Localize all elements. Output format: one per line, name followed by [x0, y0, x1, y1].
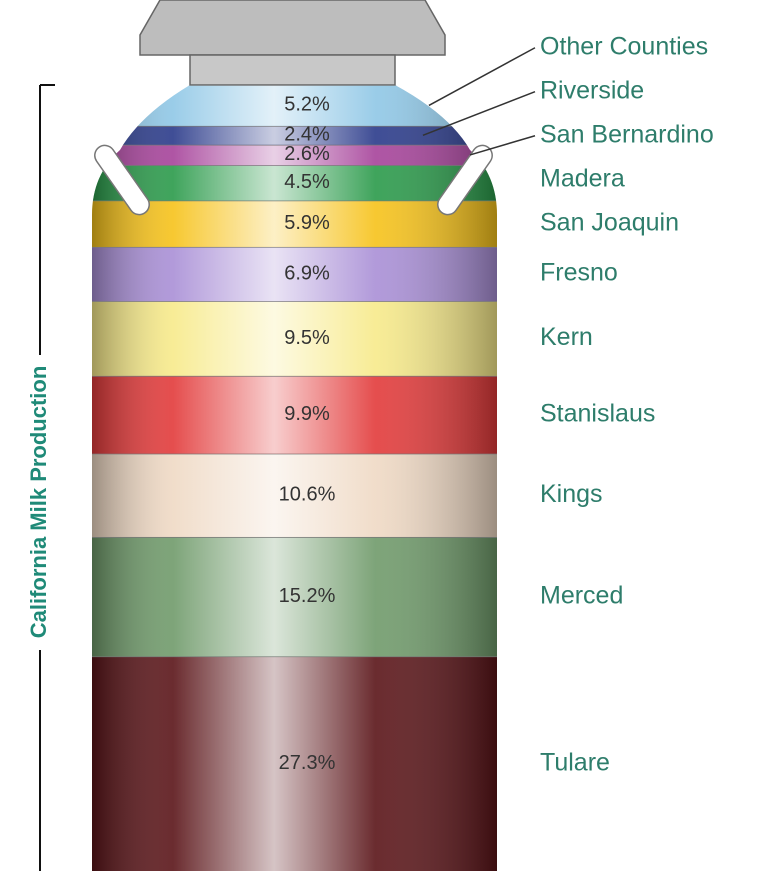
segment-shine [92, 165, 497, 201]
segment-shine [92, 144, 497, 166]
value-label: 9.5% [284, 327, 330, 349]
value-label: 2.6% [284, 143, 330, 165]
value-label: 5.9% [284, 212, 330, 234]
category-label: Other Counties [540, 32, 708, 60]
can-body [92, 85, 497, 871]
category-label: Kern [540, 323, 593, 351]
segment-shine [92, 453, 497, 537]
can-neck [189, 54, 396, 86]
category-label: San Joaquin [540, 208, 679, 236]
segment-shine [92, 200, 497, 247]
value-label: 5.2% [284, 94, 330, 116]
segment-shine [92, 375, 497, 454]
category-label: Riverside [540, 76, 644, 104]
category-label: Merced [540, 581, 623, 609]
value-label: 15.2% [279, 585, 336, 607]
segment-shine [92, 656, 497, 871]
can-handle [437, 144, 493, 216]
category-label: Tulare [540, 748, 610, 776]
leader-line [469, 135, 536, 156]
value-label: 9.9% [284, 403, 330, 425]
value-label: 27.3% [279, 752, 336, 774]
category-label: Fresno [540, 259, 618, 287]
category-label: Stanislaus [540, 399, 655, 427]
category-label: San Bernardino [540, 120, 714, 148]
axis-title: California Milk Production [26, 366, 51, 639]
leader-line [422, 91, 536, 137]
segment-shine [92, 536, 497, 657]
value-label: 6.9% [284, 262, 330, 284]
value-label: 2.4% [284, 124, 330, 146]
category-label: Kings [540, 480, 603, 508]
can-cap [139, 0, 446, 56]
segment-shine [92, 125, 497, 145]
leader-line [428, 47, 536, 107]
category-label: Madera [540, 164, 625, 192]
can-handle [94, 144, 150, 216]
value-label: 4.5% [284, 171, 330, 193]
value-label: 10.6% [279, 484, 336, 506]
segment-shine [92, 246, 497, 302]
segment-shine [92, 301, 497, 376]
